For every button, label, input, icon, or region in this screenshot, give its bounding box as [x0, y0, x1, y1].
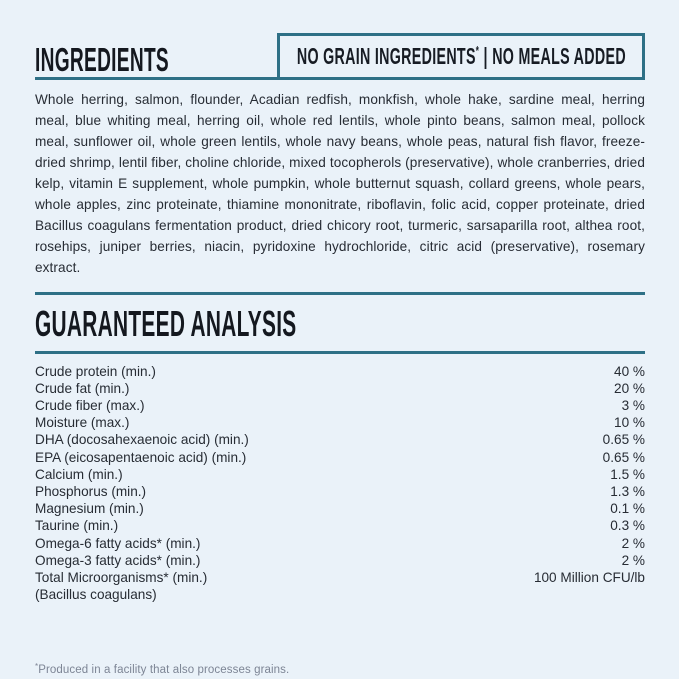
- analysis-row: Total Microorganisms* (min.) 100 Million …: [35, 569, 645, 586]
- analysis-row: Calcium (min.) 1.5 %: [35, 466, 645, 483]
- guaranteed-analysis-header: GUARANTEED ANALYSIS: [35, 291, 645, 354]
- analysis-row-label: Crude fat (min.): [35, 380, 130, 396]
- no-grain-no-meals-badge: NO GRAIN INGREDIENTS* | NO MEALS ADDED: [277, 33, 645, 80]
- analysis-row: Omega-6 fatty acids* (min.) 2 %: [35, 535, 645, 552]
- analysis-row-value: 10 %: [614, 415, 645, 431]
- no-grain-label: NO GRAIN INGREDIENTS: [296, 43, 476, 69]
- ingredients-title-text: INGREDIENTS: [35, 41, 169, 78]
- ingredients-title: INGREDIENTS: [35, 43, 266, 76]
- analysis-row-value: 1.3 %: [610, 484, 645, 500]
- analysis-row-label: Omega-6 fatty acids* (min.): [35, 535, 201, 551]
- analysis-row: Moisture (max.) 10 %: [35, 414, 645, 431]
- analysis-row-value: 0.3 %: [610, 518, 645, 534]
- analysis-row: Crude fat (min.) 20 %: [35, 380, 645, 397]
- badge-text: NO GRAIN INGREDIENTS* | NO MEALS ADDED: [296, 43, 625, 70]
- analysis-row-value: 2 %: [621, 535, 645, 551]
- analysis-row-value: 100 Million CFU/lb: [533, 570, 645, 586]
- analysis-row: Phosphorus (min.) 1.3 %: [35, 483, 645, 500]
- no-grain-asterisk: *: [475, 43, 479, 58]
- analysis-row: Magnesium (min.) 0.1 %: [35, 500, 645, 517]
- analysis-row-label: Crude fiber (max.): [35, 398, 145, 413]
- analysis-row-label: EPA (eicosapentaenoic acid) (min.): [35, 449, 247, 465]
- analysis-row-label: Phosphorus (min.): [35, 484, 147, 500]
- analysis-row-sublabel: (Bacillus coagulans): [35, 587, 157, 603]
- analysis-row: Crude protein (min.) 40 %: [35, 363, 645, 380]
- analysis-row-label: Calcium (min.): [35, 466, 123, 482]
- analysis-row-label: Crude protein (min.): [35, 363, 156, 379]
- ingredients-header: INGREDIENTS NO GRAIN INGREDIENTS* | NO MEA…: [35, 33, 645, 80]
- badge-separator: |: [483, 43, 488, 69]
- analysis-row: Taurine (min.) 0.3 %: [35, 517, 645, 534]
- analysis-row-label: Magnesium (min.): [35, 501, 144, 517]
- analysis-row-label: DHA (docosahexaenoic acid) (min.): [35, 432, 249, 448]
- label-panel: INGREDIENTS NO GRAIN INGREDIENTS* | NO MEA…: [35, 0, 645, 679]
- analysis-row-value: 0.1 %: [610, 501, 645, 517]
- analysis-row: Omega-3 fatty acids* (min.) 2 %: [35, 552, 645, 569]
- no-meals-label: NO MEALS ADDED: [491, 43, 626, 69]
- analysis-row: EPA (eicosapentaenoic acid) (min.) 0.65 %: [35, 449, 645, 466]
- header-divider-line: [35, 77, 645, 80]
- analysis-row: Crude fiber (max.) 3 %: [35, 397, 645, 414]
- footnote-asterisk: *: [35, 661, 39, 671]
- analysis-row-label: Total Microorganisms* (min.): [35, 570, 208, 586]
- footnote: *Produced in a facility that also proces…: [35, 662, 289, 676]
- guaranteed-analysis-title-text: GUARANTEED ANALYSIS: [35, 302, 297, 344]
- analysis-row-value: 3 %: [621, 398, 645, 413]
- analysis-row-label: Omega-3 fatty acids* (min.): [35, 552, 201, 568]
- analysis-row-value: 1.5 %: [610, 466, 645, 482]
- analysis-row-value: 0.65 %: [602, 449, 645, 465]
- analysis-table: Crude protein (min.) 40 % Crude fat (min.)…: [35, 363, 645, 604]
- analysis-row: DHA (docosahexaenoic acid) (min.) 0.65 %: [35, 431, 645, 448]
- guaranteed-analysis-title: GUARANTEED ANALYSIS: [35, 302, 645, 344]
- analysis-row-value: 2 %: [621, 552, 645, 568]
- analysis-row-label: Moisture (max.): [35, 415, 130, 431]
- footnote-text: Produced in a facility that also process…: [38, 663, 290, 676]
- analysis-row-label: Taurine (min.): [35, 518, 119, 534]
- ingredients-paragraph: Whole herring, salmon, flounder, Acadian…: [35, 92, 645, 275]
- analysis-row-value: 0.65 %: [602, 432, 645, 448]
- analysis-row-value: 20 %: [614, 380, 645, 396]
- analysis-row-value: 40 %: [614, 363, 645, 379]
